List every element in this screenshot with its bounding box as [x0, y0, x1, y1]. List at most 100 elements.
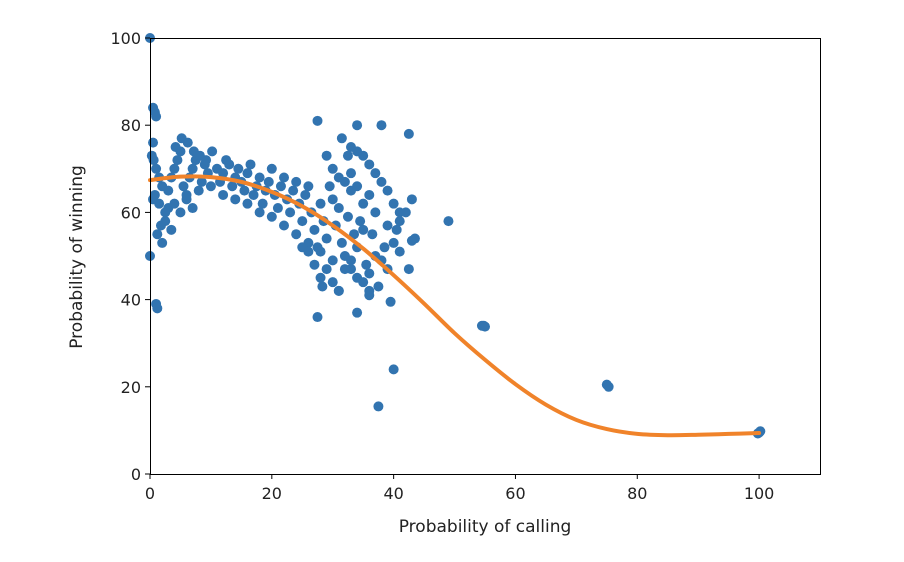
y-tick-label: 20 [121, 378, 141, 397]
data-point [361, 259, 372, 270]
y-tick-label: 0 [131, 465, 141, 484]
x-axis: 0 20 40 60 80 100 [145, 474, 774, 503]
data-point [342, 211, 353, 222]
data-point [315, 246, 326, 257]
data-point [333, 285, 344, 296]
data-point [169, 198, 180, 209]
data-point [309, 224, 320, 235]
data-point [242, 168, 253, 179]
data-point [327, 163, 338, 174]
data-point [207, 146, 218, 157]
data-point [346, 264, 356, 275]
data-point [382, 220, 393, 231]
data-point [196, 176, 207, 187]
x-axis-label: Probability of calling [399, 517, 572, 537]
data-point [166, 224, 177, 235]
data-point [172, 155, 183, 166]
data-point [297, 216, 308, 227]
data-point [170, 142, 181, 152]
data-point [370, 168, 381, 179]
data-point [321, 233, 332, 244]
data-point [201, 155, 212, 166]
fit-curve [148, 174, 762, 438]
x-tick-label: 0 [145, 484, 155, 503]
data-point [263, 176, 274, 187]
data-point [257, 198, 268, 209]
data-point [205, 181, 216, 192]
x-tick-label: 40 [383, 484, 403, 503]
data-point [336, 133, 347, 144]
data-point [233, 163, 244, 174]
data-point [379, 242, 390, 253]
data-point [443, 216, 454, 227]
data-point [151, 163, 162, 174]
data-point [370, 207, 381, 218]
data-point [291, 176, 302, 187]
data-point [339, 176, 350, 187]
data-point [230, 194, 241, 205]
y-tick-label: 100 [110, 29, 141, 48]
data-point [385, 296, 396, 307]
data-point [148, 194, 159, 205]
y-axis-label: Probability of winning [67, 165, 87, 349]
data-point [218, 168, 229, 179]
data-point [157, 237, 168, 248]
data-point [364, 290, 375, 301]
data-point [275, 181, 286, 192]
data-point [291, 229, 302, 240]
data-point [163, 185, 174, 196]
data-point [355, 216, 366, 227]
data-point [181, 194, 192, 205]
data-point [603, 381, 614, 392]
data-point [358, 224, 369, 235]
data-point [349, 229, 360, 240]
data-point [480, 321, 490, 332]
data-point [151, 111, 162, 122]
data-point [239, 185, 250, 196]
data-point [394, 207, 405, 218]
data-point [346, 142, 356, 152]
x-tick-label: 80 [627, 484, 647, 503]
data-point [391, 224, 402, 235]
data-point [358, 198, 369, 209]
data-point [312, 115, 323, 126]
data-point [317, 281, 328, 292]
data-point [178, 181, 189, 192]
data-point [148, 155, 159, 166]
data-point [333, 203, 344, 214]
data-point [288, 185, 299, 196]
data-point [394, 216, 405, 227]
data-point [160, 216, 171, 227]
data-point [279, 172, 289, 183]
data-point [300, 189, 311, 200]
data-point [352, 181, 363, 192]
data-point [388, 198, 399, 209]
data-point [303, 246, 314, 257]
data-point [394, 246, 405, 257]
data-point [266, 211, 277, 222]
data-point [254, 207, 265, 218]
data-point [327, 255, 338, 266]
data-point [388, 237, 399, 248]
y-tick-label: 80 [121, 116, 141, 135]
data-point [218, 189, 229, 200]
x-tick-label: 60 [505, 484, 525, 503]
data-point [352, 307, 363, 318]
y-tick-label: 60 [121, 203, 141, 222]
data-point [309, 259, 320, 270]
data-point [358, 277, 369, 288]
data-point [248, 189, 259, 200]
data-point [285, 207, 296, 218]
data-point [315, 272, 326, 283]
data-point [327, 277, 338, 288]
data-point [364, 159, 375, 170]
data-point [346, 168, 356, 179]
scatter-points [145, 33, 766, 439]
data-point [364, 268, 375, 279]
data-point [406, 194, 417, 205]
data-point [175, 207, 186, 218]
plot-frame [150, 38, 821, 475]
data-point [182, 137, 193, 148]
data-point [227, 181, 238, 192]
data-point [279, 220, 289, 231]
